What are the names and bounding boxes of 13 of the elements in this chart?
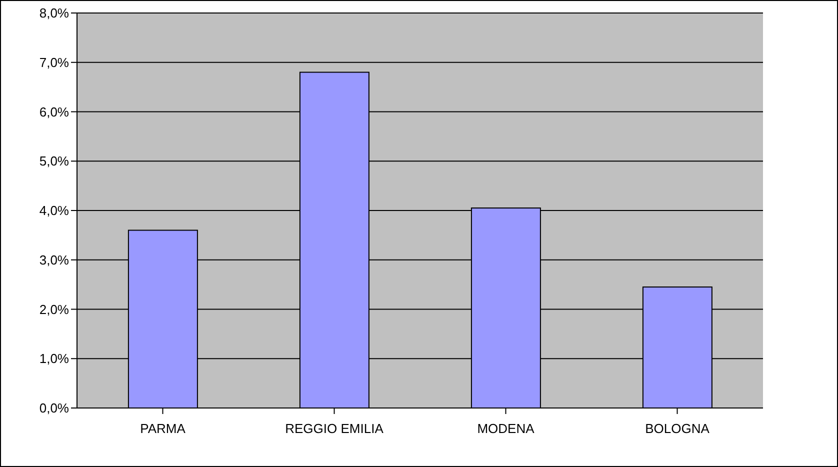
x-tick-label: BOLOGNA: [645, 421, 710, 436]
y-tick-label: 3,0%: [39, 252, 70, 268]
y-tick-label: 4,0%: [39, 203, 70, 218]
y-tick-label: 7,0%: [39, 54, 70, 70]
y-tick-label: 8,0%: [39, 6, 70, 21]
y-tick-label: 6,0%: [39, 104, 70, 120]
x-tick-label: PARMA: [140, 421, 186, 436]
y-tick-label: 1,0%: [39, 351, 70, 366]
x-tick-label: MODENA: [477, 421, 535, 436]
y-tick-label: 0,0%: [39, 400, 70, 416]
x-tick-label: REGGIO EMILIA: [285, 421, 384, 436]
y-tick-label: 5,0%: [39, 154, 70, 169]
y-tick-label: 2,0%: [39, 302, 70, 317]
